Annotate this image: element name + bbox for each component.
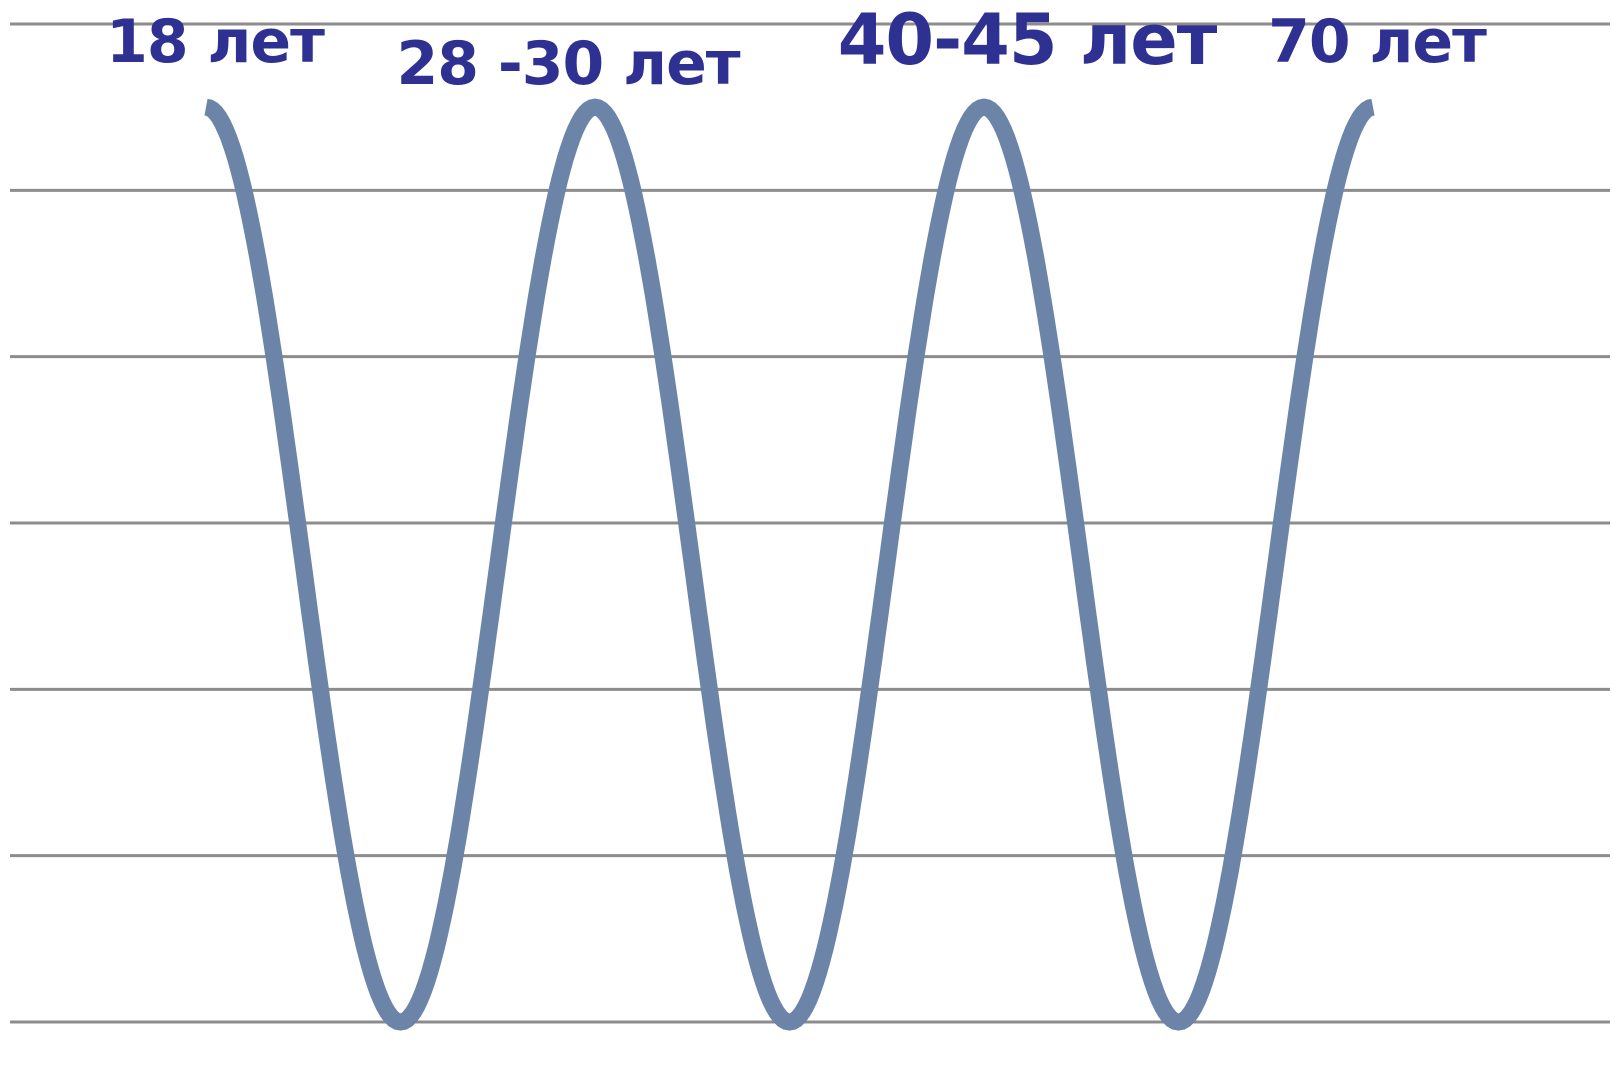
peak-label-28-30: 28 -30 лет — [396, 29, 740, 99]
peak-label-40-45: 40-45 лет — [838, 0, 1218, 81]
chart-series — [204, 98, 1375, 1031]
chart-peak-labels: 18 лет 28 -30 лет 40-45 лет 70 лет — [106, 0, 1488, 99]
chart-grid — [10, 22, 1610, 1024]
peak-label-18: 18 лет — [106, 7, 325, 77]
peak-label-70: 70 лет — [1268, 7, 1487, 77]
series-line — [204, 98, 1375, 1031]
